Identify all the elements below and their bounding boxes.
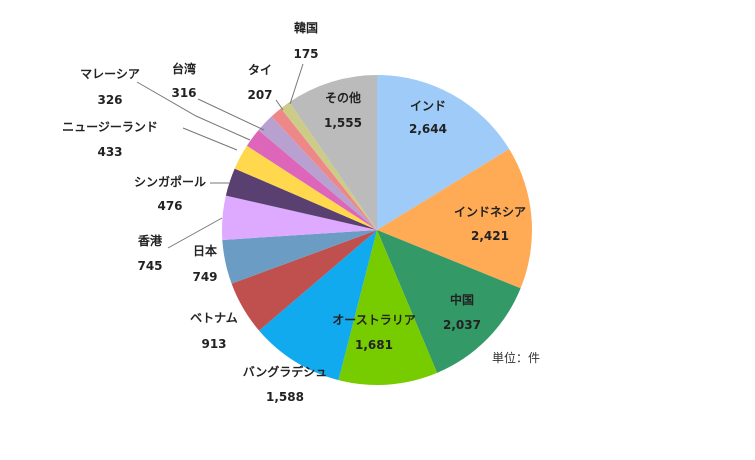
pie-slice	[231, 230, 377, 331]
pie-slices	[221, 75, 532, 386]
leader-line	[289, 63, 304, 105]
slice-value-label: 433	[97, 145, 122, 159]
slice-value-label: 1,681	[355, 338, 393, 352]
pie-slice	[258, 116, 377, 230]
slice-name-label: 香港	[137, 233, 163, 248]
slice-name-label: その他	[325, 90, 361, 105]
slice-value-label: 749	[192, 270, 217, 284]
slice-name-label: バングラデシュ	[243, 364, 328, 379]
slice-value-label: 1,555	[324, 116, 362, 130]
leader-line	[197, 98, 265, 131]
pie-slice	[377, 149, 532, 289]
leader-line	[167, 217, 223, 249]
pie-slice	[377, 75, 510, 230]
slice-value-label: 913	[201, 337, 226, 351]
slice-value-label: 316	[171, 86, 196, 100]
slice-labels: インド 2,644 インドネシア 2,421 中国 2,037 オーストラリア 1,681 バン…	[62, 20, 526, 404]
slice-name-label: ベトナム	[190, 311, 238, 325]
slice-name-label: ニュージーランド	[62, 120, 158, 134]
slice-name-label: マレーシア	[80, 67, 140, 81]
slice-name-label: インドネシア	[454, 205, 526, 219]
leader-lines	[136, 63, 304, 249]
slice-value-label: 207	[247, 88, 272, 102]
unit-note: 単位：件	[492, 350, 540, 365]
slice-name-label: 日本	[193, 243, 217, 258]
slice-name-label: オーストラリア	[332, 313, 415, 327]
slice-value-label: 2,037	[443, 318, 481, 332]
slice-name-label: シンガポール	[134, 174, 206, 189]
leader-line	[136, 81, 251, 141]
slice-name-label: 韓国	[294, 20, 318, 35]
slice-value-label: 175	[293, 47, 318, 61]
slice-value-label: 1,588	[266, 390, 304, 404]
slice-value-label: 745	[137, 259, 162, 273]
pie-slice	[338, 230, 438, 386]
pie-slice	[222, 230, 377, 284]
pie-slice	[221, 195, 377, 240]
pie-slice	[246, 130, 377, 230]
slice-name-label: インド	[410, 99, 446, 113]
leader-line	[182, 127, 238, 151]
pie-slice	[271, 108, 377, 230]
slice-name-label: 台湾	[172, 61, 196, 76]
pie-slice	[234, 145, 377, 230]
slice-value-label: 2,421	[471, 229, 509, 243]
slice-value-label: 326	[97, 93, 122, 107]
pie-slice	[280, 102, 377, 230]
slice-name-label: タイ	[248, 63, 272, 77]
slice-value-label: 2,644	[409, 122, 447, 136]
pie-slice	[289, 75, 377, 230]
slice-name-label: 中国	[450, 292, 474, 307]
pie-slice	[225, 168, 377, 230]
slice-value-label: 476	[157, 199, 182, 213]
pie-slice	[377, 230, 521, 373]
leader-line	[275, 99, 284, 111]
pie-slice	[259, 230, 377, 381]
